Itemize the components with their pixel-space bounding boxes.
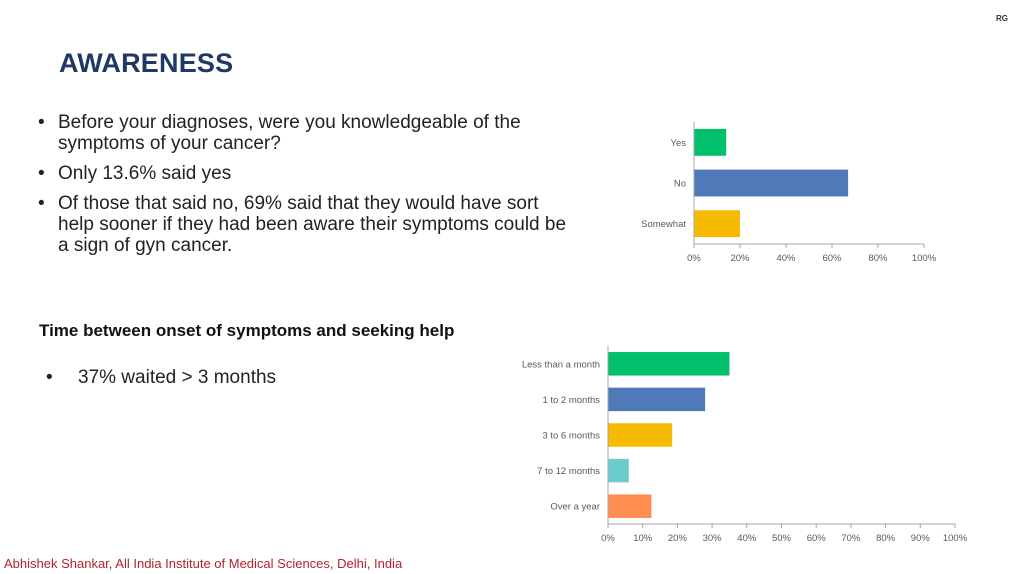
- time-x-tick-label: 20%: [668, 533, 688, 544]
- bullet-waited: • 37% waited > 3 months: [46, 367, 276, 389]
- time-x-tick-label: 40%: [737, 533, 757, 544]
- time-x-tick-label: 100%: [943, 533, 968, 544]
- awareness-bullet-list: Before your diagnoses, were you knowledg…: [38, 112, 568, 265]
- time-bar: [608, 458, 629, 483]
- awareness-category-label: No: [674, 179, 686, 190]
- time-x-tick-label: 90%: [911, 533, 931, 544]
- footer-credit: Abhishek Shankar, All India Institute of…: [4, 556, 403, 571]
- time-category-label: 1 to 2 months: [542, 395, 600, 406]
- time-x-tick-label: 60%: [807, 533, 827, 544]
- awareness-category-label: Somewhat: [641, 219, 686, 230]
- bullet-yes-share: Only 13.6% said yes: [38, 163, 568, 184]
- bullet-no-followup: Of those that said no, 69% said that the…: [38, 193, 568, 256]
- awareness-x-tick-label: 80%: [868, 253, 888, 264]
- time-x-tick-label: 50%: [772, 533, 792, 544]
- section-heading: Time between onset of symptoms and seeki…: [39, 321, 455, 340]
- bullet-question: Before your diagnoses, were you knowledg…: [38, 112, 568, 154]
- time-category-label: Less than a month: [522, 359, 600, 370]
- time-bar: [608, 494, 652, 518]
- time-category-label: 7 to 12 months: [537, 466, 600, 477]
- time-x-tick-label: 70%: [841, 533, 861, 544]
- time-category-label: Over a year: [550, 502, 600, 513]
- time-x-tick-label: 0%: [601, 533, 615, 544]
- awareness-x-tick-label: 20%: [730, 253, 750, 264]
- awareness-x-tick-label: 0%: [687, 253, 701, 264]
- time-x-tick-label: 10%: [633, 533, 653, 544]
- bullet-marker: •: [46, 367, 53, 388]
- bullet-waited-text: 37% waited > 3 months: [78, 367, 277, 388]
- time-bar: [608, 423, 673, 447]
- time-x-tick-label: 30%: [703, 533, 723, 544]
- page-title: AWARENESS: [59, 48, 234, 78]
- awareness-x-tick-label: 40%: [776, 253, 796, 264]
- awareness-x-tick-label: 60%: [822, 253, 842, 264]
- corner-tag: RG: [996, 14, 1008, 23]
- awareness-category-label: Yes: [671, 138, 687, 149]
- time-bar: [608, 387, 706, 412]
- awareness-bar: [694, 169, 849, 197]
- time-bar: [608, 352, 730, 376]
- awareness-bar: [694, 210, 740, 238]
- time-x-tick-label: 80%: [876, 533, 896, 544]
- awareness-x-tick-label: 100%: [912, 253, 937, 264]
- awareness-bar: [694, 128, 727, 156]
- time-category-label: 3 to 6 months: [542, 431, 600, 442]
